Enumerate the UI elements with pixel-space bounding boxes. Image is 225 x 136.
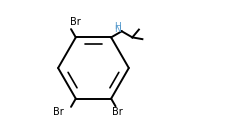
Text: Br: Br xyxy=(54,106,64,117)
Text: Br: Br xyxy=(112,106,123,117)
Text: H: H xyxy=(115,22,121,31)
Text: Br: Br xyxy=(70,17,81,27)
Text: N: N xyxy=(114,25,121,34)
